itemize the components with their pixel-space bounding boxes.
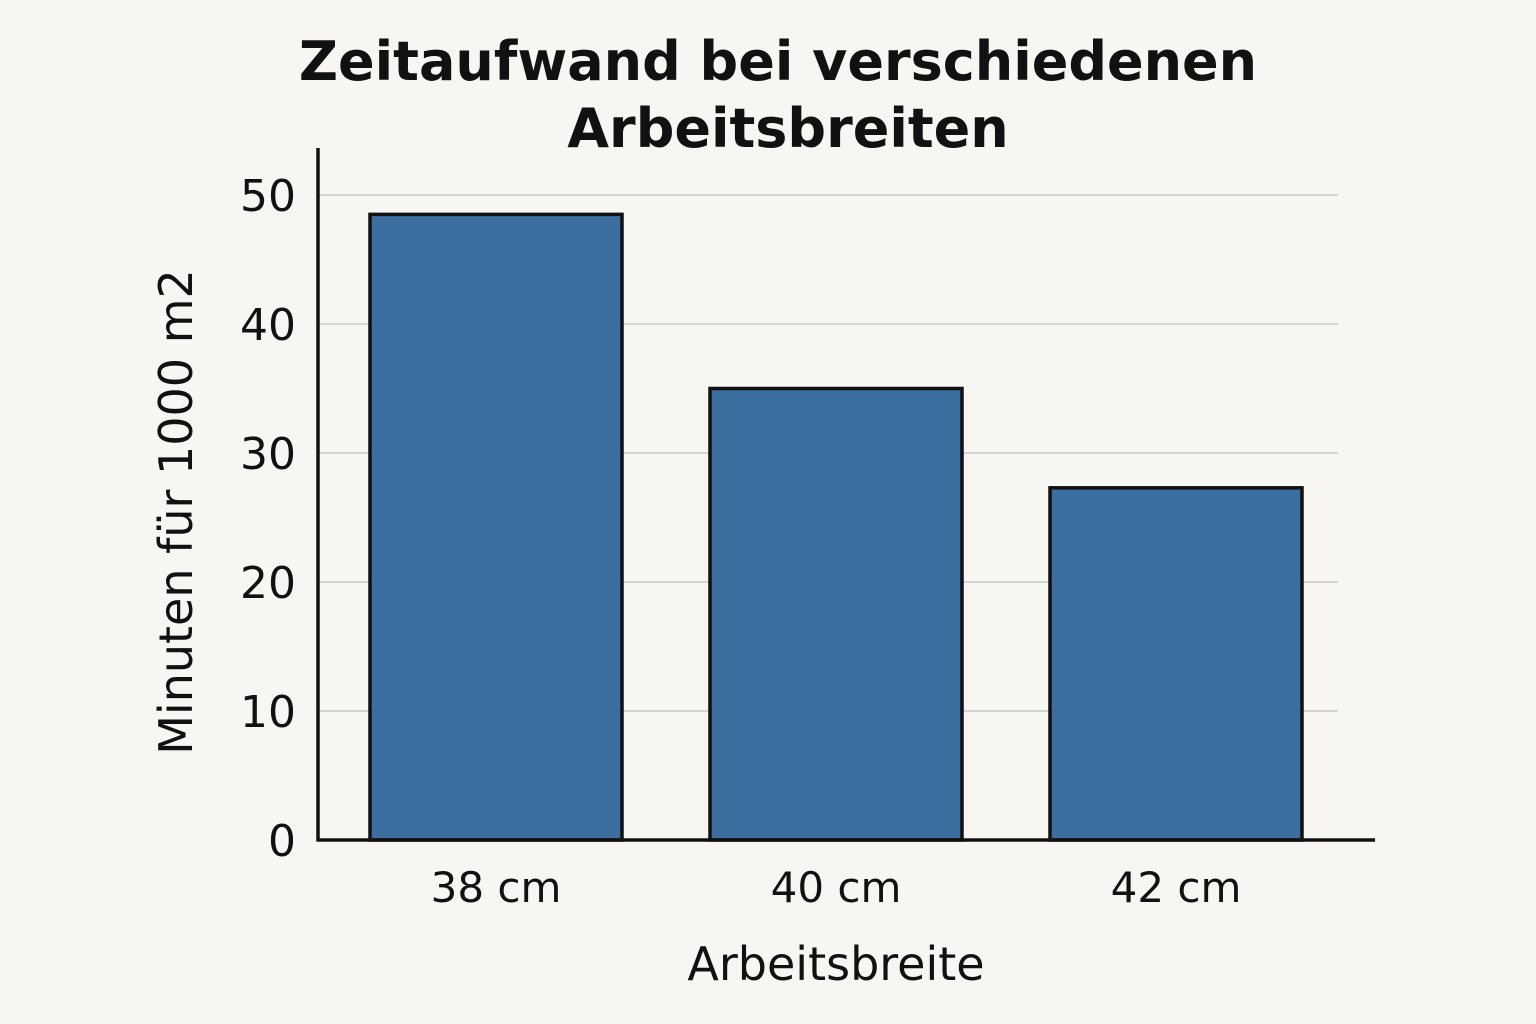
y-tick-label-50: 50 [240,171,296,222]
x-tick-label-40-cm: 40 cm [771,863,902,912]
y-tick-labels: 0 10 20 30 40 50 [240,171,296,867]
y-tick-label-10: 10 [240,687,296,738]
x-axis-label: Arbeitsbreite [687,937,984,991]
y-axis-label: Minuten für 1000 m2 [149,269,203,755]
bar-40-cm [708,386,964,842]
y-tick-label-30: 30 [240,429,296,480]
chart-title-line-1: Zeitaufwand bei verschiedenen [299,30,1257,93]
x-tick-label-42-cm: 42 cm [1111,863,1242,912]
bar-38-cm [368,212,624,842]
y-tick-label-40: 40 [240,300,296,351]
bars [368,212,1304,842]
bar-42-cm [1048,486,1304,842]
chart-title-line-2: Arbeitsbreiten [567,97,1008,160]
axes [316,148,1375,842]
y-tick-label-0: 0 [268,816,296,867]
y-tick-label-20: 20 [240,558,296,609]
x-category-labels: 38 cm 40 cm 42 cm [431,863,1242,912]
x-tick-label-38-cm: 38 cm [431,863,562,912]
